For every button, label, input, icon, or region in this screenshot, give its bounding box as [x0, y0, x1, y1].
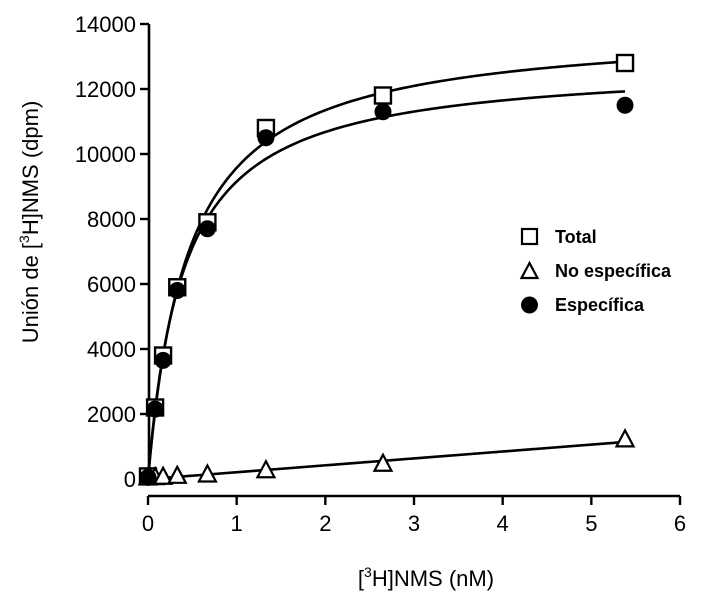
fit-curve-total	[146, 60, 626, 480]
x-axis-title-sup: 3	[364, 564, 372, 580]
y-tick-label: 6000	[87, 272, 136, 297]
data-point-total	[615, 53, 635, 73]
x-tick-label: 0	[142, 511, 154, 536]
x-tick-label: 3	[408, 511, 420, 536]
data-point-no-especifica	[197, 463, 218, 483]
legend-label-especifica: Específica	[555, 295, 645, 315]
y-tick-label: 10000	[75, 142, 136, 167]
y-tick-label: 2000	[87, 402, 136, 427]
data-point-especifica	[198, 220, 216, 238]
data-point-no-especifica	[255, 458, 277, 479]
legend-marker-no-especifica	[519, 260, 540, 280]
y-axis-title-suffix: H]NMS (dpm)	[18, 101, 43, 235]
data-point-especifica	[154, 351, 172, 369]
data-point-especifica	[374, 103, 392, 121]
x-tick-label: 6	[674, 511, 686, 536]
x-tick-label: 1	[231, 511, 243, 536]
legend: Total No específica Específica	[519, 227, 672, 315]
y-axis-title-sup: 3	[16, 235, 32, 243]
x-tick-label: 2	[319, 511, 331, 536]
data-point-no-especifica	[372, 452, 394, 472]
y-tick-label: 4000	[87, 337, 136, 362]
x-axis-title-suffix: H]NMS (nM)	[372, 566, 494, 591]
y-axis-title: Unión de [3H]NMS (dpm)	[16, 101, 43, 344]
legend-marker-total	[520, 227, 539, 246]
fit-curves	[146, 60, 626, 481]
legend-label-no-especifica: No específica	[555, 261, 672, 281]
x-tick-label: 5	[585, 511, 597, 536]
data-point-total	[373, 86, 393, 105]
data-point-especifica	[168, 282, 186, 299]
x-axis-title: [3H]NMS (nM)	[358, 564, 494, 591]
data-point-no-especifica	[614, 428, 636, 448]
legend-marker-especifica	[521, 296, 538, 314]
axes	[147, 24, 680, 498]
data-point-especifica	[257, 129, 275, 147]
data-point-especifica	[139, 468, 157, 486]
data-point-no-especifica	[166, 464, 188, 484]
y-tick-label: 0	[124, 467, 136, 492]
y-tick-label: 14000	[75, 12, 136, 37]
data-point-no-especifica	[152, 465, 174, 485]
x-ticks: 0 1 2 3 4 5 6	[142, 496, 686, 536]
data-point-especifica	[616, 96, 634, 114]
y-ticks: 0 2000 4000 6000 8000 10000 12000 14000	[75, 12, 149, 492]
fit-curve-especifica	[146, 90, 626, 480]
data-point-especifica	[146, 400, 164, 418]
legend-label-total: Total	[555, 227, 597, 247]
x-axis-title-prefix: [	[358, 566, 364, 591]
y-axis-title-prefix: Unión de [	[18, 243, 43, 343]
y-tick-label: 8000	[87, 207, 136, 232]
x-tick-label: 4	[497, 511, 509, 536]
data-points	[137, 53, 636, 486]
y-tick-label: 12000	[75, 77, 136, 102]
